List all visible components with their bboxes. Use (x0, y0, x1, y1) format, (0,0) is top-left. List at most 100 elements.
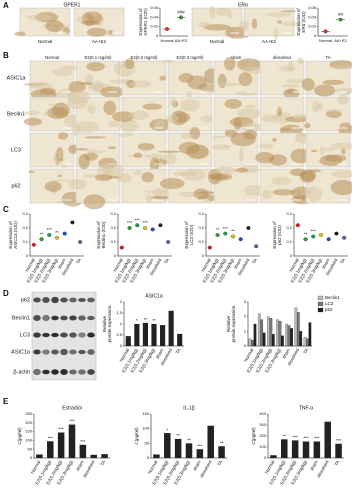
tissue (133, 152, 143, 158)
tissue (189, 127, 201, 140)
tissue (238, 72, 253, 87)
tissue (337, 94, 349, 106)
x-tick-label: TA (333, 460, 340, 467)
tissue (107, 146, 117, 150)
band (69, 349, 77, 355)
significance: *** (135, 217, 141, 222)
band (33, 349, 41, 355)
tissue (239, 20, 249, 31)
dot (62, 231, 67, 236)
bar (281, 335, 284, 347)
y-tick-label: 0.2 (198, 225, 204, 230)
band (42, 297, 50, 303)
tissue (306, 186, 322, 202)
significance: ** (144, 317, 148, 322)
tissue (330, 170, 352, 178)
dot (55, 235, 59, 240)
tissue (74, 148, 90, 151)
dot (207, 245, 212, 250)
band (42, 349, 50, 355)
y-axis-label: Beclin1 (IOD) (101, 221, 106, 249)
tissue (319, 146, 325, 157)
bar (125, 336, 131, 346)
tissue (200, 115, 213, 123)
significance: ** (187, 438, 191, 443)
bar (302, 441, 310, 458)
tissue (217, 82, 241, 87)
dot (158, 223, 163, 228)
x-tick-label: Normal (119, 348, 131, 363)
y-tick-label: 0 (156, 33, 159, 38)
tissue (196, 191, 217, 195)
tissue (78, 153, 90, 170)
dot (295, 223, 300, 228)
significance: *** (59, 427, 65, 432)
y-tick-label: 0.3 (22, 211, 28, 216)
band (87, 369, 95, 375)
band (60, 297, 68, 303)
band (33, 332, 41, 338)
tissue (80, 20, 101, 26)
tissue (68, 178, 88, 190)
tissue (272, 189, 295, 196)
significance: *** (48, 435, 54, 440)
tissue (322, 147, 335, 152)
image-label: AA+E2 (92, 39, 107, 44)
y-tick-label: 3 (244, 299, 247, 304)
band (51, 349, 59, 355)
tissue (43, 112, 51, 116)
y-tick-label: 0 (202, 253, 205, 258)
y-axis-label: protein expression (107, 305, 112, 342)
tissue (133, 170, 142, 176)
column-header: E2(0.2 mg/ml) (131, 55, 159, 60)
bar (248, 338, 252, 347)
tissue (261, 114, 278, 123)
dot (323, 29, 328, 34)
band (51, 369, 59, 375)
tissue (319, 154, 343, 166)
y-axis-label: p62 (IOD) (277, 225, 282, 245)
y-tick-label: 0.2 (110, 225, 116, 230)
y-axis-label: ASIC1a (IOD) (13, 221, 18, 249)
y-tick-label: 2 (244, 314, 247, 319)
tissue (149, 157, 160, 173)
y-axis-label: Expression of (8, 221, 13, 249)
tissue (217, 73, 227, 89)
bar (160, 325, 166, 346)
x-tick-label: TA (175, 348, 182, 355)
bar (260, 319, 264, 347)
tissue (223, 145, 232, 148)
tissue (314, 84, 336, 97)
significance: *** (127, 220, 133, 225)
legend-label: p62 (325, 307, 333, 312)
dot (326, 237, 331, 242)
tissue (278, 65, 296, 72)
y-tick-label: 250 (25, 411, 32, 416)
bar (267, 316, 270, 347)
tissue (281, 21, 303, 27)
bar (313, 441, 321, 458)
band (51, 332, 59, 338)
micrograph (29, 132, 75, 168)
band (87, 349, 95, 355)
x-tick-label: sham (281, 347, 291, 359)
tissue (214, 166, 237, 175)
tissue (159, 177, 185, 189)
bar (308, 322, 312, 347)
tissue (28, 170, 35, 173)
significance: ## (338, 12, 344, 17)
tissue (261, 189, 273, 199)
tissue (186, 90, 192, 99)
x-tick-label: Normal (288, 258, 300, 273)
tissue (277, 106, 283, 117)
y-axis-label: Expression of (96, 221, 101, 249)
y-axis-label: Expression of (296, 8, 301, 36)
bar (271, 334, 275, 347)
tissue (213, 135, 227, 139)
tissue (118, 133, 134, 137)
y-tick-label: 100 (25, 437, 32, 442)
tissue (29, 82, 53, 90)
band (78, 349, 86, 355)
y-tick-label: 0 (244, 343, 247, 348)
significance: ** (216, 227, 220, 232)
